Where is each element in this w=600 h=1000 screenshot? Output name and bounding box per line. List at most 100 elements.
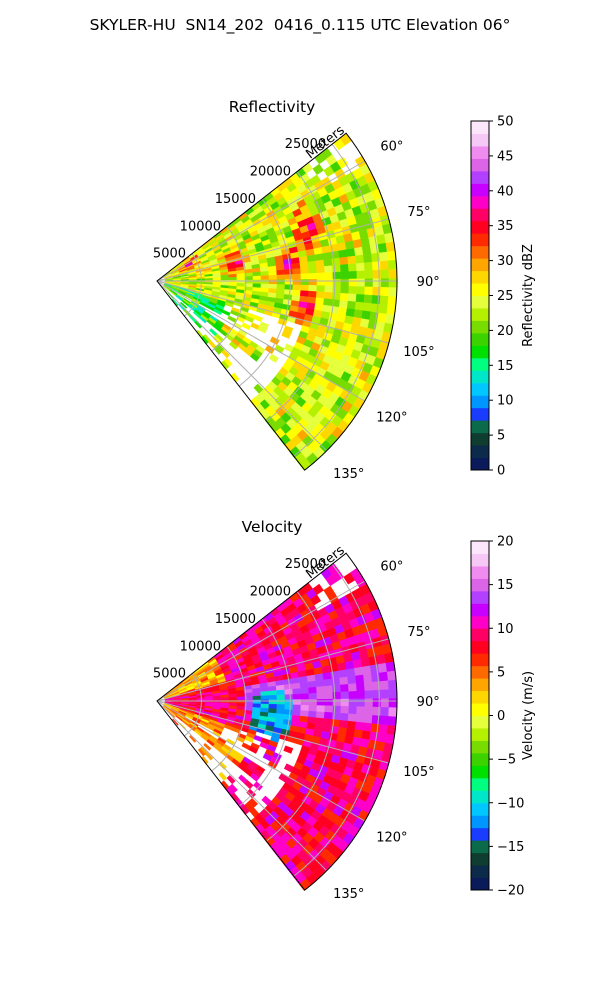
data-cell (260, 275, 270, 281)
data-cell (354, 721, 365, 731)
data-cell (339, 292, 349, 302)
data-cell (340, 684, 349, 693)
data-cell (281, 330, 292, 339)
data-cell (292, 688, 302, 695)
azimuth-spoke (156, 700, 328, 872)
range-ring (238, 198, 291, 387)
data-cell (332, 285, 342, 294)
data-cell (268, 690, 278, 696)
data-cell (246, 788, 257, 799)
data-cell (228, 696, 238, 701)
data-cell (283, 683, 293, 691)
colorbar-tick-label: 15 (497, 578, 514, 593)
range-ring (211, 645, 247, 772)
data-cell (348, 706, 358, 715)
data-cell (356, 698, 366, 708)
data-cell (218, 761, 228, 770)
azimuth-spoke (156, 160, 366, 282)
data-cell (332, 271, 342, 280)
azimuth-spoke (156, 638, 389, 702)
colorbar-swatch (471, 295, 489, 309)
data-cell (267, 685, 277, 692)
data-cell (307, 290, 317, 298)
azimuth-tick-label: 75° (407, 205, 430, 220)
colorbar-swatch (471, 145, 489, 159)
data-cell (268, 703, 278, 710)
data-cell (356, 270, 366, 280)
data-cell (316, 285, 326, 293)
data-cell (379, 295, 389, 306)
colorbar-swatch (471, 615, 489, 629)
data-cell (348, 263, 357, 272)
data-cell (387, 296, 397, 307)
range-tick-label: 25000 (285, 137, 326, 152)
data-cell (299, 681, 309, 689)
azimuth-tick-label: 120° (376, 831, 407, 846)
data-cell (339, 676, 349, 686)
colorbar: −20 −15 −10 −5 0 5 10 15 20 Velocity (m/s) (470, 535, 536, 899)
data-cell (268, 283, 278, 290)
azimuth-spoke (156, 580, 366, 702)
data-cell (324, 685, 334, 694)
range-tick-label: 10000 (180, 219, 221, 234)
data-cell (274, 344, 285, 354)
data-cell (179, 301, 188, 309)
data-cell (371, 715, 381, 725)
colorbar-swatch (471, 183, 489, 197)
data-cell (322, 672, 332, 681)
range-ring (184, 673, 202, 737)
data-cell (361, 245, 372, 256)
colorbar-swatch (471, 703, 489, 716)
colorbar-tick-label: 5 (497, 665, 505, 680)
data-cell (252, 271, 262, 277)
colorbar-tick-label: −20 (497, 884, 524, 899)
data-cell (387, 679, 397, 690)
data-cell (241, 322, 251, 331)
data-cell (324, 265, 334, 274)
colorbar-swatch (471, 553, 489, 567)
data-cell (364, 690, 374, 700)
data-cell (292, 709, 301, 717)
azimuth-tick-label: 105° (403, 765, 434, 780)
colorbar-swatch (471, 865, 489, 879)
data-cell (354, 301, 365, 311)
data-cell (204, 698, 214, 701)
colorbar-swatch (471, 258, 489, 272)
data-cell (379, 680, 389, 691)
data-cell (364, 286, 374, 296)
data-cell (379, 251, 389, 262)
colorbar-swatch (471, 852, 489, 866)
colorbar-tick-label: 40 (497, 184, 514, 199)
colorbar-swatch (471, 208, 489, 222)
data-cell (348, 278, 358, 287)
data-cell (377, 242, 388, 254)
data-cell (348, 698, 358, 707)
panel-velocity: Velocity 5000 10000 15000 20000 25000 60° 75° 90… (153, 518, 536, 902)
data-cell (307, 680, 317, 688)
data-cell (292, 279, 302, 286)
colorbar-swatch (471, 220, 489, 234)
data-cell (221, 309, 231, 317)
data-cell (275, 684, 285, 691)
data-cell (240, 804, 250, 816)
azimuth-tick-label: 105° (403, 345, 434, 360)
data-cell (378, 724, 388, 735)
data-cell (361, 730, 372, 741)
data-cell (268, 699, 278, 705)
data-cell (331, 257, 341, 266)
data-cell (252, 695, 262, 701)
colorbar-swatch (471, 690, 489, 704)
data-cell (347, 675, 357, 685)
data-cell (260, 691, 270, 697)
colorbar-tick-label: 10 (497, 394, 514, 409)
data-cell (371, 295, 381, 305)
data-cell (314, 673, 324, 682)
range-tick-label: 5000 (153, 247, 186, 262)
data-cell (339, 256, 349, 266)
data-cell (315, 259, 325, 268)
data-cell (324, 278, 334, 287)
azimuth-spoke (156, 218, 389, 282)
colorbar-swatch (471, 121, 489, 134)
data-cell (284, 694, 294, 700)
colorbar-swatch (471, 752, 489, 766)
